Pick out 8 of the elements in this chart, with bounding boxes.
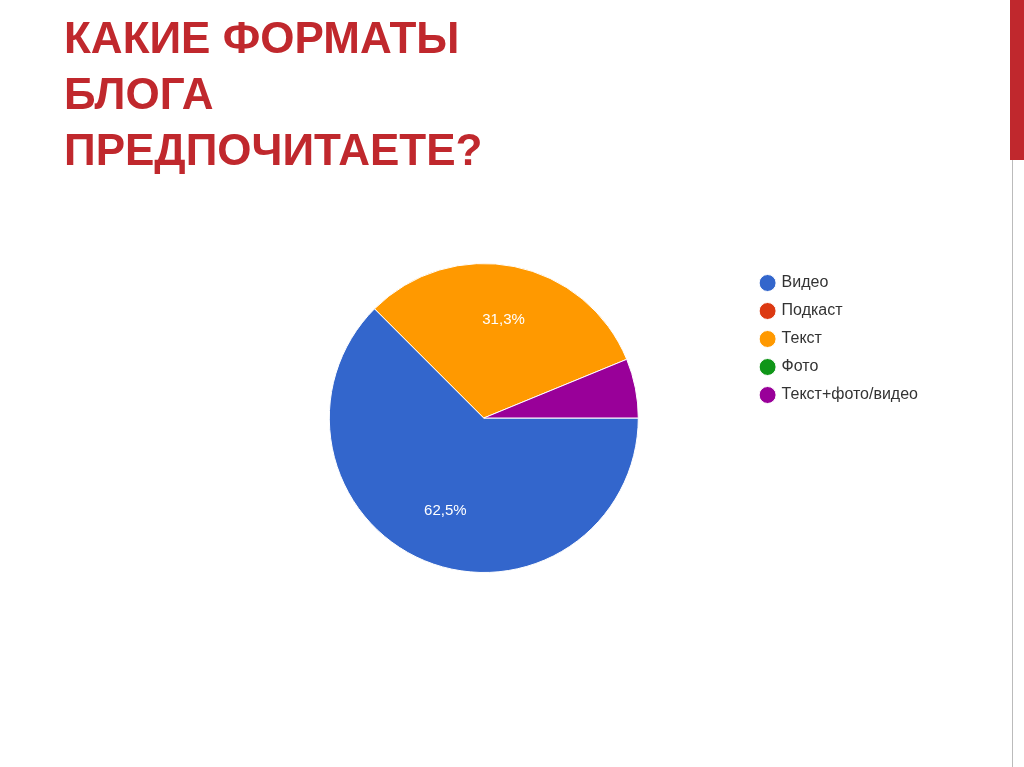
legend-label: Текст bbox=[781, 329, 823, 347]
legend-label: Видео bbox=[781, 273, 829, 291]
chart-title: КАКИЕ ФОРМАТЫ БЛОГА ПРЕДПОЧИТАЕТЕ? bbox=[64, 12, 484, 176]
legend-label: Фото bbox=[781, 357, 819, 375]
legend-label: Подкаст bbox=[781, 301, 844, 319]
data-label: 31,3% bbox=[482, 309, 525, 327]
legend-label: Текст+фото/видео bbox=[781, 385, 919, 403]
data-label: 62,5% bbox=[424, 500, 467, 518]
